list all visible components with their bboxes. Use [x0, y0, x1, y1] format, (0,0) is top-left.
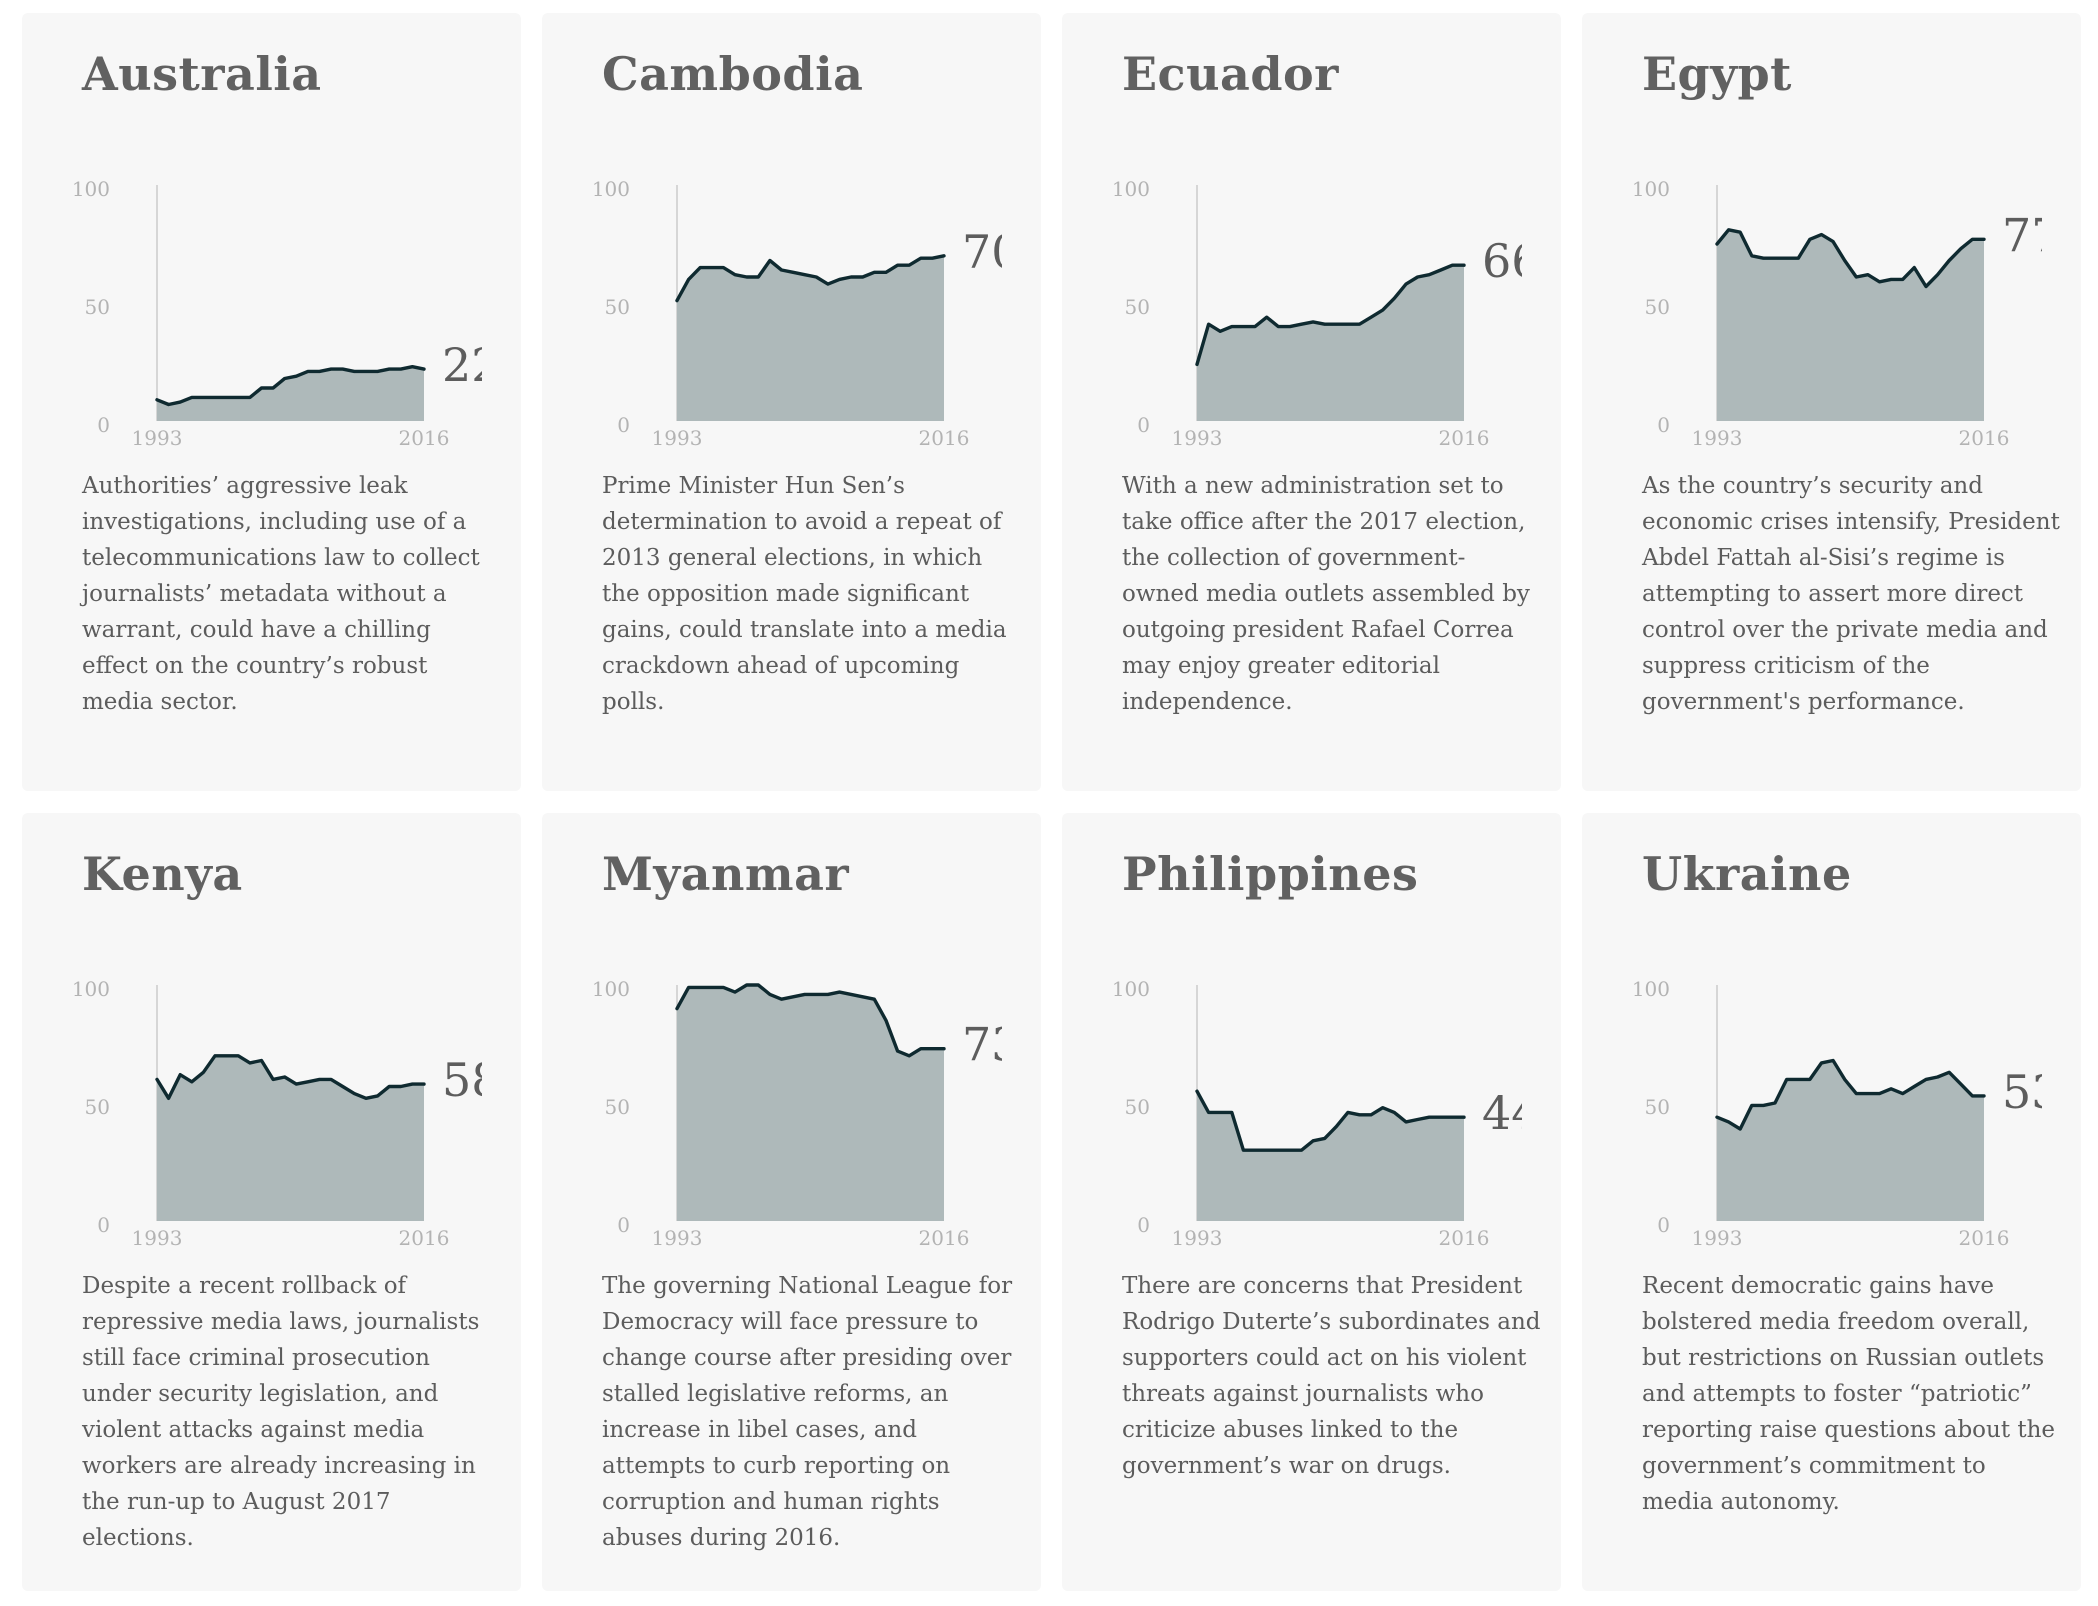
country-description: With a new administration set to take of… [1122, 473, 1530, 715]
x-tick-label-start: 1993 [132, 426, 183, 450]
y-tick-label-50: 50 [1125, 295, 1150, 319]
y-tick-label-0: 0 [617, 1213, 630, 1237]
country-card-ecuador: Ecuador 100 50 0 1993 2016 66 With a new a… [1062, 13, 1561, 791]
country-description: As the country’s security and economic c… [1642, 473, 2060, 715]
country-name: Australia [82, 47, 322, 101]
x-tick-label-start: 1993 [652, 426, 703, 450]
score-line [675, 983, 946, 1058]
latest-score-label: 44 [1482, 1086, 1522, 1140]
x-tick-label-end: 2016 [1439, 426, 1490, 450]
x-tick-label-end: 2016 [1439, 1226, 1490, 1250]
x-tick-label-start: 1993 [1172, 1226, 1223, 1250]
x-tick-label-start: 1993 [1172, 426, 1223, 450]
score-area [677, 255, 944, 421]
x-tick-label-start: 1993 [132, 1226, 183, 1250]
latest-score-label: 70 [962, 225, 1002, 279]
y-tick-label-100: 100 [1632, 977, 1670, 1001]
x-tick-label-end: 2016 [399, 1226, 450, 1250]
y-tick-label-50: 50 [1645, 295, 1670, 319]
country-description: Recent democratic gains have bolstered m… [1642, 1273, 2056, 1515]
country-name: Ecuador [1122, 47, 1339, 101]
country-description: Authorities’ aggressive leak investigati… [82, 473, 480, 715]
score-chart: 100 50 0 1993 2016 66 [1112, 177, 1522, 450]
country-card-ukraine: Ukraine 100 50 0 1993 2016 53 Recent democ… [1582, 813, 2081, 1591]
x-tick-label-end: 2016 [919, 426, 970, 450]
country-card-philippines: Philippines 100 50 0 1993 2016 44 There ar… [1062, 813, 1561, 1591]
latest-score-label: 77 [2002, 208, 2042, 262]
score-area [1197, 265, 1464, 421]
country-description: Prime Minister Hun Sen’s determination t… [602, 473, 1007, 715]
y-tick-label-100: 100 [1112, 977, 1150, 1001]
score-line [155, 1054, 426, 1100]
x-tick-label-end: 2016 [1959, 426, 2010, 450]
country-card-grid: Australia 100 50 0 1993 2016 22 Authoritie… [22, 13, 2081, 1593]
y-tick-label-0: 0 [1657, 1213, 1670, 1237]
latest-score-label: 58 [442, 1053, 482, 1107]
y-tick-label-100: 100 [1112, 177, 1150, 201]
score-chart: 100 50 0 1993 2016 22 [72, 177, 482, 450]
y-tick-label-100: 100 [592, 977, 630, 1001]
latest-score-label: 22 [442, 338, 482, 392]
country-name: Cambodia [602, 47, 864, 101]
country-card-egypt: Egypt 100 50 0 1993 2016 77 As the country… [1582, 13, 2081, 791]
score-chart: 100 50 0 1993 2016 53 [1632, 977, 2042, 1250]
x-tick-label-start: 1993 [1692, 1226, 1743, 1250]
score-area [157, 366, 424, 421]
score-area [157, 1055, 424, 1221]
country-card-cambodia: Cambodia 100 50 0 1993 2016 70 Prime Minis… [542, 13, 1041, 791]
country-card-myanmar: Myanmar 100 50 0 1993 2016 73 The governin… [542, 813, 1041, 1591]
y-tick-label-50: 50 [605, 1095, 630, 1119]
x-tick-label-start: 1993 [1692, 426, 1743, 450]
latest-score-label: 53 [2002, 1065, 2042, 1119]
y-tick-label-50: 50 [85, 295, 110, 319]
score-chart: 100 50 0 1993 2016 44 [1112, 977, 1522, 1250]
score-line [1715, 1058, 1986, 1131]
country-description: There are concerns that President Rodrig… [1122, 1273, 1541, 1479]
score-area [1197, 1091, 1464, 1221]
score-chart: 100 50 0 1993 2016 58 [72, 977, 482, 1250]
latest-score-label: 66 [1482, 234, 1522, 288]
score-area [677, 985, 944, 1221]
country-name: Ukraine [1642, 847, 1852, 901]
latest-score-label: 73 [962, 1018, 1002, 1072]
y-tick-label-0: 0 [617, 413, 630, 437]
country-name: Egypt [1642, 47, 1792, 101]
x-tick-label-end: 2016 [919, 1226, 970, 1250]
y-tick-label-100: 100 [592, 177, 630, 201]
score-line [675, 254, 946, 303]
country-name: Myanmar [602, 847, 850, 901]
y-tick-label-0: 0 [1137, 413, 1150, 437]
y-tick-label-50: 50 [85, 1095, 110, 1119]
country-description: Despite a recent rollback of repressive … [82, 1273, 480, 1551]
score-area [1717, 229, 1984, 421]
y-tick-label-0: 0 [1137, 1213, 1150, 1237]
score-chart: 100 50 0 1993 2016 70 [592, 177, 1002, 450]
score-line [155, 365, 426, 407]
y-tick-label-50: 50 [1645, 1095, 1670, 1119]
country-name: Philippines [1122, 847, 1419, 901]
score-chart: 100 50 0 1993 2016 77 [1632, 177, 2042, 450]
y-tick-label-100: 100 [72, 177, 110, 201]
y-tick-label-50: 50 [1125, 1095, 1150, 1119]
country-description: The governing National League for Democr… [602, 1273, 1013, 1551]
score-line [1715, 228, 1986, 289]
country-card-australia: Australia 100 50 0 1993 2016 22 Authoritie… [22, 13, 521, 791]
y-tick-label-0: 0 [1657, 413, 1670, 437]
score-line [1195, 1089, 1466, 1152]
score-chart: 100 50 0 1993 2016 73 [592, 977, 1002, 1250]
y-tick-label-0: 0 [97, 1213, 110, 1237]
x-tick-label-start: 1993 [652, 1226, 703, 1250]
y-tick-label-100: 100 [72, 977, 110, 1001]
x-tick-label-end: 2016 [1959, 1226, 2010, 1250]
score-area [1717, 1060, 1984, 1221]
y-tick-label-0: 0 [97, 413, 110, 437]
country-card-kenya: Kenya 100 50 0 1993 2016 58 Despite a rece… [22, 813, 521, 1591]
score-line [1195, 263, 1466, 367]
country-name: Kenya [82, 847, 243, 901]
y-tick-label-50: 50 [605, 295, 630, 319]
y-tick-label-100: 100 [1632, 177, 1670, 201]
x-tick-label-end: 2016 [399, 426, 450, 450]
